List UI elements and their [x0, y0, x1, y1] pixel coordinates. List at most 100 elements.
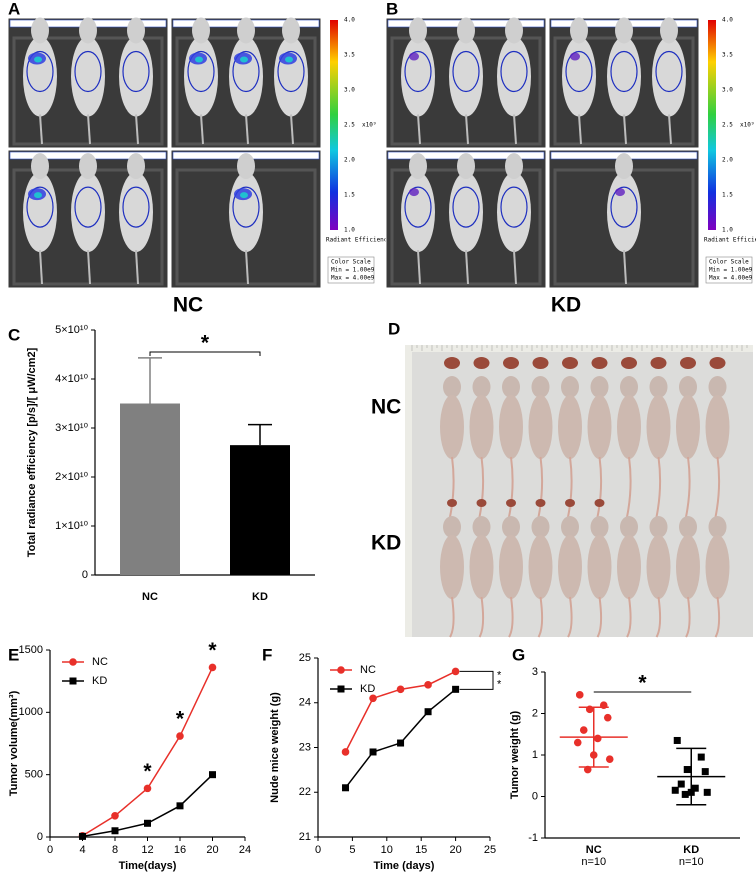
- point: [396, 685, 405, 694]
- point: [424, 708, 432, 716]
- point: [341, 748, 350, 756]
- scale-max: Max = 4.00e9: [331, 275, 375, 282]
- point: [605, 755, 614, 763]
- color-scale-bar: [330, 20, 338, 230]
- mouse-head: [502, 376, 520, 398]
- mouse-tail: [465, 114, 469, 145]
- roi-circle: [655, 50, 683, 93]
- mouse-tail: [714, 456, 721, 518]
- mouse-tail: [478, 596, 485, 638]
- point: [683, 766, 691, 774]
- point: [677, 780, 685, 788]
- x-tick-label: KD: [252, 591, 268, 603]
- mouse-body: [497, 36, 531, 117]
- roi-circle: [277, 50, 305, 93]
- mouse-head: [237, 153, 255, 180]
- legend-label: NC: [92, 656, 108, 668]
- point: [111, 827, 119, 835]
- x-tick-label: 5: [349, 844, 355, 856]
- x-tick-label: 24: [239, 844, 251, 856]
- color-scale-tick: 4.0: [344, 17, 355, 24]
- point: [369, 694, 377, 703]
- point: [176, 732, 184, 740]
- mouse-head: [472, 516, 491, 538]
- color-scale-tick: 2.0: [722, 157, 733, 164]
- color-scale-tick: 1.5: [344, 192, 355, 199]
- mouse-tail: [668, 114, 672, 145]
- mouse-tail: [39, 250, 43, 285]
- scale-max: Max = 4.00e9: [709, 275, 753, 282]
- color-scale-tick: 3.0: [344, 87, 355, 94]
- color-scale-bar: [708, 20, 716, 230]
- point: [673, 736, 681, 744]
- significance: *: [176, 708, 185, 731]
- mouse-tail: [135, 250, 139, 285]
- mouse-tail: [39, 114, 43, 145]
- roi-circle: [404, 186, 432, 228]
- tumor: [650, 357, 667, 369]
- mouse-body: [607, 172, 641, 253]
- mouse-head: [472, 376, 491, 398]
- mouse-tail: [567, 596, 573, 638]
- mouse-tail: [245, 114, 249, 145]
- tumor: [594, 499, 605, 507]
- color-scale-tick: 2.5: [722, 122, 733, 129]
- x-tick-label: 20: [449, 844, 461, 856]
- mouse-head: [531, 376, 550, 398]
- mouse-body: [23, 172, 57, 253]
- tumor: [503, 357, 519, 369]
- mouse-body: [617, 395, 641, 459]
- point: [144, 819, 151, 827]
- mouse-body: [23, 36, 57, 117]
- color-scale-title: Radiant Efficiency: [704, 237, 756, 244]
- mouse-body: [119, 172, 153, 253]
- color-scale-unit: x10⁹: [362, 122, 376, 129]
- signal-blob: [34, 56, 42, 63]
- x-tick-label: NC: [586, 844, 602, 856]
- mouse-tail: [655, 596, 662, 638]
- signal-blob: [34, 192, 42, 199]
- point: [603, 713, 612, 722]
- x-tick-label: 16: [174, 844, 186, 856]
- x-tick-label: 8: [112, 844, 118, 856]
- y-tick-label: 0: [82, 569, 88, 581]
- point: [111, 812, 119, 820]
- mouse-body: [705, 535, 730, 599]
- x-axis-title: Time(days): [119, 860, 177, 872]
- y-tick-label: 21: [299, 831, 311, 843]
- roi-circle: [500, 186, 528, 228]
- signal-blob: [240, 192, 248, 199]
- mouse-body: [229, 36, 263, 117]
- mouse-head: [409, 17, 427, 44]
- mouse-head: [708, 376, 727, 398]
- y-axis-title: Tumor volume(mm³): [8, 690, 20, 796]
- signal-blob: [570, 52, 580, 61]
- mouse-tail: [655, 456, 662, 518]
- x-tick-label: 10: [381, 844, 393, 856]
- mouse-tail: [465, 250, 469, 285]
- mouse-body: [499, 395, 523, 459]
- color-scale-tick: 1.0: [722, 227, 733, 234]
- x-tick-label: KD: [683, 844, 699, 856]
- point: [369, 748, 377, 756]
- group-label: KD: [551, 294, 581, 317]
- x-tick-label: 0: [315, 844, 321, 856]
- point: [143, 784, 152, 793]
- mouse-body: [499, 535, 523, 599]
- tumor: [562, 357, 578, 369]
- mouse-body: [528, 535, 553, 599]
- mouse-body: [587, 395, 612, 459]
- mouse-tail: [417, 114, 421, 145]
- mouse-head: [620, 516, 638, 538]
- mouse-head: [615, 17, 633, 44]
- roi-circle: [500, 50, 528, 93]
- mouse-body: [401, 172, 435, 253]
- mouse-body: [71, 36, 105, 117]
- tumor: [709, 357, 726, 369]
- color-scale-tick: 4.0: [722, 17, 733, 24]
- mouse-head: [79, 153, 97, 180]
- scale-box: [327, 256, 375, 284]
- legend-marker: [69, 658, 77, 666]
- y-tick-label: 1×10¹⁰: [55, 520, 88, 532]
- group-label: NC: [371, 396, 401, 419]
